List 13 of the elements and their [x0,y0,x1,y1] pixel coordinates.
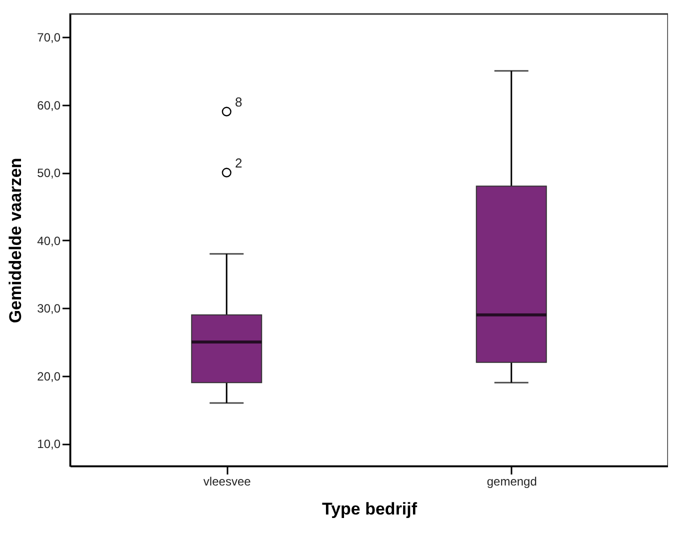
y-tick-label: 50,0 [37,166,61,180]
x-tick-label: gemengd [486,474,537,488]
annotation: 2 [235,156,242,171]
x-axis-title: Type bedrijf [322,500,418,518]
y-tick-label: 20,0 [37,369,61,384]
y-tick-label: 10,0 [37,437,61,452]
x-tick-label: vleesvee [203,474,252,488]
y-tick-label: 30,0 [37,302,61,316]
annotation: 8 [235,94,242,110]
y-axis-title: Gemiddelde vaarzen [6,158,26,324]
y-tick-label: 70,0 [37,30,61,45]
y-tick-label: 40,0 [37,234,61,248]
y-tick-label: 60,0 [37,98,61,112]
